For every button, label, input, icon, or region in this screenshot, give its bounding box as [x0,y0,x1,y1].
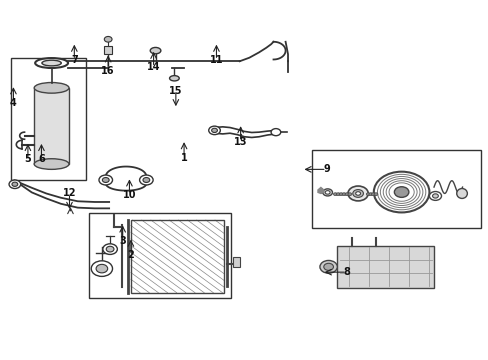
Text: 1: 1 [181,153,187,163]
Text: 7: 7 [71,55,78,65]
Circle shape [339,193,343,195]
Ellipse shape [428,192,441,201]
Text: 14: 14 [146,62,160,72]
Ellipse shape [150,48,161,54]
Circle shape [12,182,18,186]
Circle shape [211,128,217,132]
Bar [311,150,480,228]
Circle shape [323,263,333,270]
Ellipse shape [325,191,329,194]
Ellipse shape [34,159,69,169]
Bar [89,213,231,298]
Circle shape [371,193,375,195]
Text: 16: 16 [101,66,115,76]
Bar [131,220,224,293]
Circle shape [139,175,153,185]
Circle shape [102,177,109,183]
Ellipse shape [456,189,467,198]
Circle shape [104,36,112,42]
Circle shape [347,193,351,195]
Ellipse shape [322,189,332,196]
Text: 15: 15 [169,86,182,96]
Polygon shape [317,188,323,193]
Ellipse shape [432,194,437,198]
Circle shape [336,193,340,195]
Circle shape [270,129,280,136]
Ellipse shape [34,82,69,93]
Circle shape [208,126,220,135]
Ellipse shape [347,186,367,201]
Circle shape [333,193,337,195]
Ellipse shape [42,60,61,66]
Ellipse shape [355,192,360,195]
Text: 11: 11 [209,55,223,65]
Ellipse shape [373,172,428,212]
Circle shape [342,193,346,195]
Ellipse shape [169,76,179,81]
Ellipse shape [393,187,408,197]
Circle shape [345,193,348,195]
Text: 13: 13 [233,137,247,147]
Text: 10: 10 [122,190,136,200]
Text: 5: 5 [24,154,31,165]
Circle shape [91,261,112,276]
Bar [337,246,433,288]
Circle shape [368,193,372,195]
Circle shape [319,260,337,273]
Text: 2: 2 [127,250,134,260]
Circle shape [106,246,114,252]
Text: 12: 12 [62,189,76,198]
Bar [104,46,112,54]
Text: 6: 6 [38,154,45,165]
Bar [232,257,239,267]
Circle shape [142,177,149,183]
Circle shape [102,244,117,255]
Circle shape [366,193,369,195]
Text: 4: 4 [10,98,17,108]
Text: 3: 3 [119,236,126,246]
Circle shape [373,193,377,195]
Circle shape [99,175,112,185]
Ellipse shape [35,58,68,68]
Text: 8: 8 [343,267,350,277]
Circle shape [96,264,107,273]
Circle shape [9,180,20,189]
Bar [34,88,69,164]
Text: 9: 9 [323,165,329,174]
Bar [11,58,86,180]
Ellipse shape [352,190,363,197]
